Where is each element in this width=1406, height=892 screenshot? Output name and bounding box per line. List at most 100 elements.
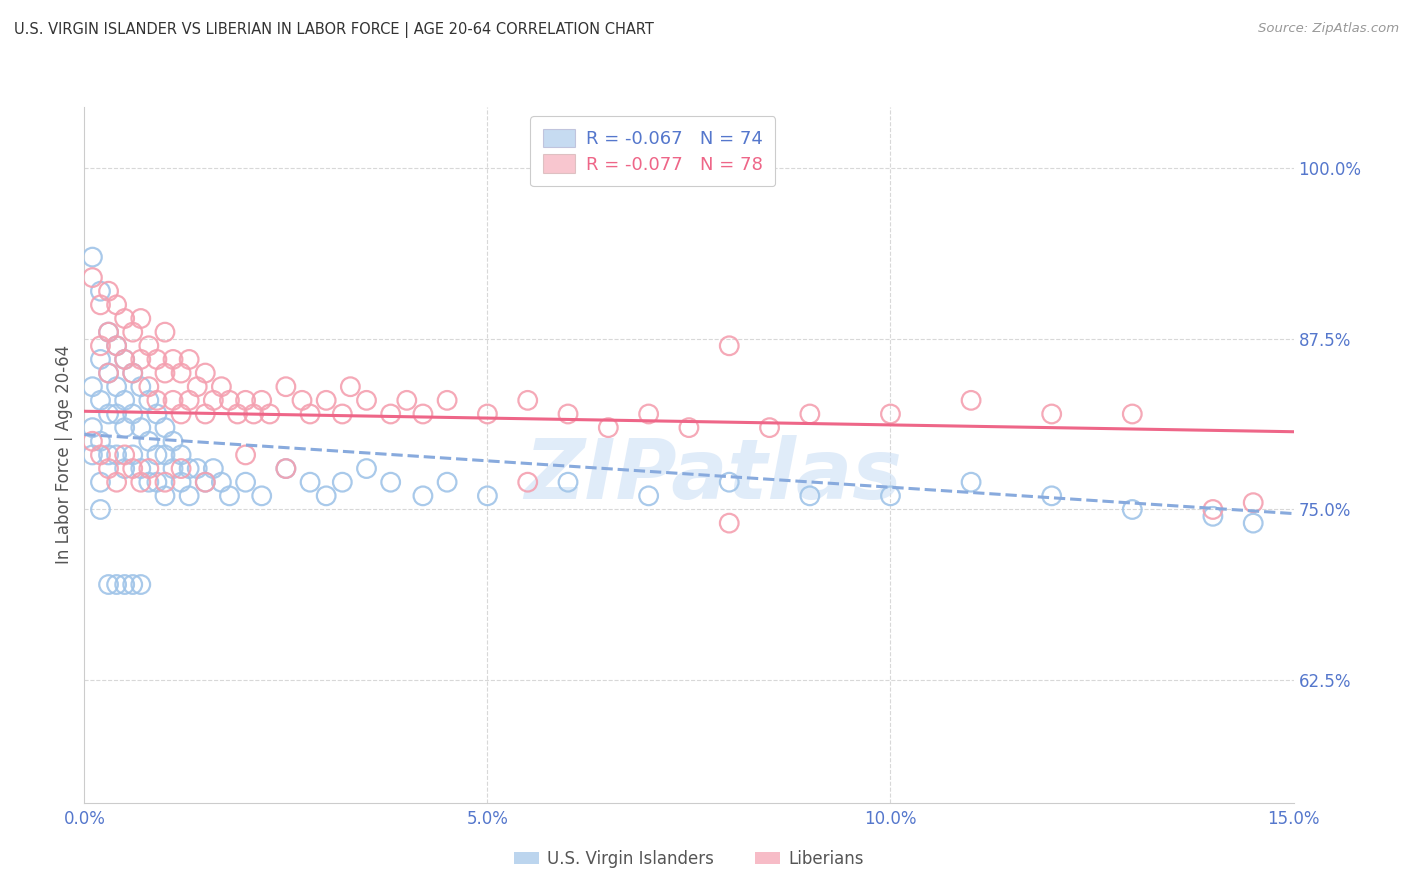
Point <box>82 448 104 462</box>
Text: ZIPatlas: ZIPatlas <box>524 435 903 516</box>
Point <box>209 475 232 490</box>
Point <box>235 475 257 490</box>
Point <box>89 298 111 312</box>
Point <box>179 352 201 367</box>
Point <box>218 489 240 503</box>
Point <box>194 407 217 421</box>
Point <box>202 461 225 475</box>
Point <box>121 407 143 421</box>
Point <box>637 489 659 503</box>
Point <box>97 366 120 380</box>
Point <box>129 380 152 394</box>
Point <box>89 475 111 490</box>
Point <box>114 311 136 326</box>
Point <box>274 461 297 475</box>
Point <box>153 325 176 339</box>
Point <box>129 352 152 367</box>
Point <box>89 502 111 516</box>
Point <box>194 366 217 380</box>
Point <box>1040 489 1063 503</box>
Legend: U.S. Virgin Islanders, Liberians: U.S. Virgin Islanders, Liberians <box>508 843 870 874</box>
Point <box>179 461 201 475</box>
Point <box>89 352 111 367</box>
Point <box>557 407 579 421</box>
Point <box>162 393 184 408</box>
Point <box>97 407 120 421</box>
Point <box>179 393 201 408</box>
Point <box>250 393 273 408</box>
Point <box>153 489 176 503</box>
Point <box>395 393 418 408</box>
Point <box>637 407 659 421</box>
Point <box>97 325 120 339</box>
Point <box>89 434 111 449</box>
Point <box>129 475 152 490</box>
Point <box>330 475 353 490</box>
Point <box>121 448 143 462</box>
Point <box>105 380 128 394</box>
Point <box>194 475 217 490</box>
Point <box>153 420 176 434</box>
Point <box>97 284 120 298</box>
Point <box>121 461 143 475</box>
Point <box>259 407 281 421</box>
Point <box>89 284 111 298</box>
Point <box>718 475 741 490</box>
Point <box>758 420 780 434</box>
Point <box>89 339 111 353</box>
Point <box>557 475 579 490</box>
Point <box>235 448 257 462</box>
Point <box>170 448 193 462</box>
Point <box>146 475 169 490</box>
Point <box>274 380 297 394</box>
Point <box>356 461 378 475</box>
Point <box>121 366 143 380</box>
Point <box>146 352 169 367</box>
Point <box>114 420 136 434</box>
Point <box>129 420 152 434</box>
Point <box>1202 502 1225 516</box>
Point <box>202 393 225 408</box>
Point <box>121 366 143 380</box>
Point <box>356 393 378 408</box>
Point <box>138 434 160 449</box>
Point <box>170 366 193 380</box>
Point <box>97 325 120 339</box>
Point <box>129 461 152 475</box>
Point <box>153 475 176 490</box>
Point <box>879 489 901 503</box>
Point <box>960 393 983 408</box>
Point <box>146 393 169 408</box>
Point <box>242 407 264 421</box>
Point <box>799 489 821 503</box>
Point <box>114 448 136 462</box>
Point <box>82 380 104 394</box>
Point <box>129 577 152 591</box>
Point <box>1202 509 1225 524</box>
Point <box>412 489 434 503</box>
Point <box>89 448 111 462</box>
Point <box>170 407 193 421</box>
Point <box>89 393 111 408</box>
Point <box>97 461 120 475</box>
Point <box>82 270 104 285</box>
Point <box>105 298 128 312</box>
Point <box>170 475 193 490</box>
Point <box>186 380 208 394</box>
Point <box>1241 496 1264 510</box>
Point <box>105 339 128 353</box>
Point <box>146 407 169 421</box>
Point <box>105 448 128 462</box>
Point <box>162 461 184 475</box>
Point <box>718 516 741 530</box>
Point <box>516 475 538 490</box>
Point <box>114 393 136 408</box>
Point <box>153 448 176 462</box>
Point <box>138 461 160 475</box>
Point <box>218 393 240 408</box>
Point <box>380 407 402 421</box>
Point <box>162 352 184 367</box>
Point <box>114 352 136 367</box>
Point <box>97 577 120 591</box>
Point <box>1121 407 1143 421</box>
